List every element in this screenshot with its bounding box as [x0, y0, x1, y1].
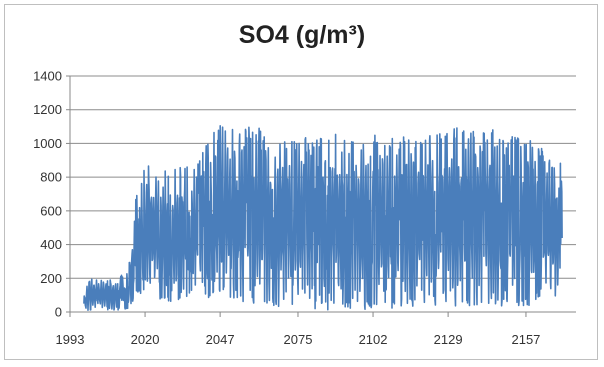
y-tick-label: 0	[55, 305, 62, 320]
x-tick-label: 2075	[284, 332, 313, 347]
x-tick-label: 2020	[131, 332, 160, 347]
series-line-so4	[83, 125, 563, 312]
y-tick-label: 1000	[33, 136, 62, 151]
y-tick-label: 1400	[33, 69, 62, 84]
x-tick-label: 2157	[511, 332, 540, 347]
y-tick-label: 200	[40, 271, 62, 286]
y-tick-label: 400	[40, 237, 62, 252]
x-tick-label: 1993	[56, 332, 85, 347]
y-tick-label: 800	[40, 170, 62, 185]
y-tick-label: 600	[40, 203, 62, 218]
x-tick-label: 2047	[206, 332, 235, 347]
series-layer	[83, 125, 563, 312]
x-tick-label: 2129	[434, 332, 463, 347]
x-tick-label: 2102	[359, 332, 388, 347]
chart-title: SO4 (g/m³)	[238, 21, 366, 49]
tick-labels: 0 200 400 600 800 1000 1200 1400 1993 2020 2047 207…	[33, 69, 540, 348]
axes	[66, 75, 527, 317]
y-tick-label: 1200	[33, 102, 62, 117]
